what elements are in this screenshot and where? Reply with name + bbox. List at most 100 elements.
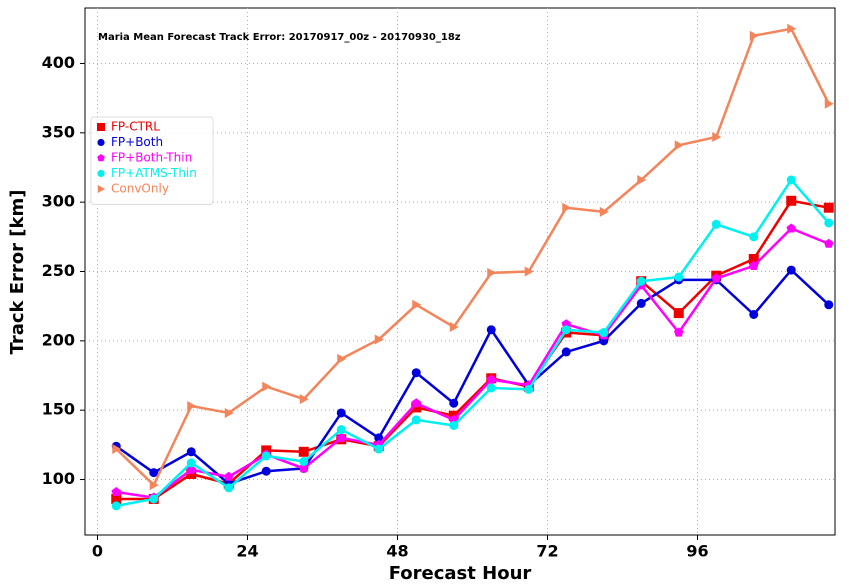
marker [224, 407, 234, 418]
y-tick-label: 350 [42, 122, 75, 141]
marker [299, 456, 309, 466]
x-tick-label: 24 [236, 542, 258, 561]
marker [411, 398, 422, 408]
legend-label: FP-CTRL [111, 120, 160, 134]
legend-label: FP+ATMS-Thin [111, 166, 197, 180]
series-line [115, 268, 830, 486]
series-line [116, 199, 829, 501]
marker [111, 501, 121, 511]
legend-marker [97, 123, 105, 131]
marker [411, 415, 421, 425]
marker [524, 266, 534, 277]
marker [674, 272, 684, 282]
series-line [116, 177, 830, 508]
y-axis-label: Track Error [km] [7, 190, 28, 355]
y-tick-label: 200 [42, 330, 75, 349]
marker [411, 402, 422, 413]
marker [187, 401, 197, 412]
marker [298, 446, 309, 457]
marker [299, 394, 309, 405]
marker [599, 328, 609, 338]
y-tick-label: 150 [42, 400, 75, 419]
legend-marker [97, 138, 105, 147]
marker [336, 432, 347, 442]
x-tick-label: 96 [686, 542, 708, 561]
marker [599, 206, 609, 217]
series-line [115, 27, 830, 488]
marker [336, 408, 346, 418]
marker [636, 298, 646, 308]
marker [411, 368, 421, 378]
marker [711, 273, 722, 283]
marker [261, 451, 271, 461]
legend-marker [97, 185, 105, 193]
marker [223, 471, 234, 481]
legend-marker [97, 169, 105, 178]
marker [824, 98, 834, 109]
marker [711, 219, 721, 229]
marker [186, 447, 196, 457]
y-tick-label: 400 [42, 53, 75, 72]
legend-label: ConvOnly [111, 182, 169, 196]
marker [449, 398, 459, 408]
legend-marker [97, 154, 105, 162]
marker [823, 238, 834, 248]
marker [449, 420, 459, 430]
marker [824, 218, 834, 228]
marker [111, 487, 122, 497]
marker [561, 347, 571, 357]
marker [636, 276, 646, 286]
marker [486, 374, 497, 384]
marker [787, 23, 797, 34]
marker [749, 309, 759, 319]
marker [412, 299, 422, 310]
marker [449, 321, 459, 332]
marker [374, 334, 384, 345]
marker [262, 381, 272, 392]
marker [674, 140, 684, 151]
marker [562, 202, 572, 213]
marker [337, 353, 347, 364]
chart-title: Maria Mean Forecast Track Error: 2017091… [98, 32, 461, 43]
legend-box [90, 116, 214, 205]
marker [673, 308, 684, 319]
marker [673, 327, 684, 337]
marker [712, 131, 722, 142]
marker [149, 494, 159, 504]
marker [186, 464, 197, 474]
marker [149, 480, 159, 491]
marker [786, 195, 797, 206]
marker [824, 300, 834, 310]
marker [374, 444, 384, 454]
marker [298, 463, 309, 473]
marker [748, 260, 759, 270]
marker [786, 265, 796, 275]
marker [749, 30, 759, 41]
legend-label: FP+Both-Thin [111, 151, 192, 165]
marker [748, 254, 759, 265]
y-tick-label: 250 [42, 261, 75, 280]
y-tick-label: 300 [42, 192, 75, 211]
x-tick-label: 0 [92, 542, 103, 561]
marker [524, 384, 534, 394]
y-tick-label: 100 [42, 469, 75, 488]
marker [224, 483, 234, 493]
x-tick-label: 72 [536, 542, 558, 561]
marker [486, 325, 496, 335]
marker [749, 232, 759, 242]
marker [186, 468, 197, 479]
marker [487, 267, 497, 278]
marker [561, 325, 571, 335]
marker [786, 175, 796, 185]
marker [111, 493, 122, 504]
marker [186, 458, 196, 468]
x-tick-label: 48 [386, 542, 408, 561]
marker [823, 202, 834, 213]
marker [374, 433, 384, 443]
marker [112, 444, 122, 455]
series-line [116, 227, 830, 499]
marker [637, 174, 647, 185]
marker [261, 466, 271, 476]
